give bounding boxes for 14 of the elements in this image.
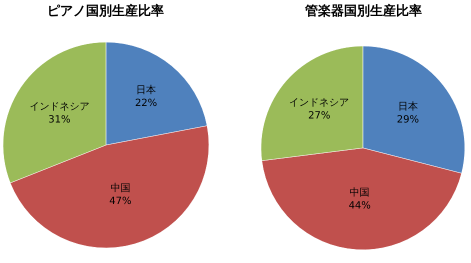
chart-title: ピアノ国別生産比率 — [47, 3, 164, 19]
slice-label: 日本 — [136, 84, 156, 96]
chart-title: 管楽器国別生産比率 — [304, 3, 422, 19]
data-label: 29% — [396, 114, 420, 126]
data-label: 31% — [48, 114, 70, 126]
data-label: 27% — [308, 110, 330, 122]
slice-label: 中国 — [350, 186, 370, 199]
data-label: 44% — [348, 200, 371, 212]
slice-label: インドネシア — [289, 97, 350, 108]
slice-label: 中国 — [110, 182, 130, 194]
slice-label: インドネシア — [29, 101, 90, 112]
data-label: 22% — [134, 98, 158, 110]
data-label: 47% — [109, 196, 132, 208]
slice-label: 日本 — [398, 100, 418, 113]
